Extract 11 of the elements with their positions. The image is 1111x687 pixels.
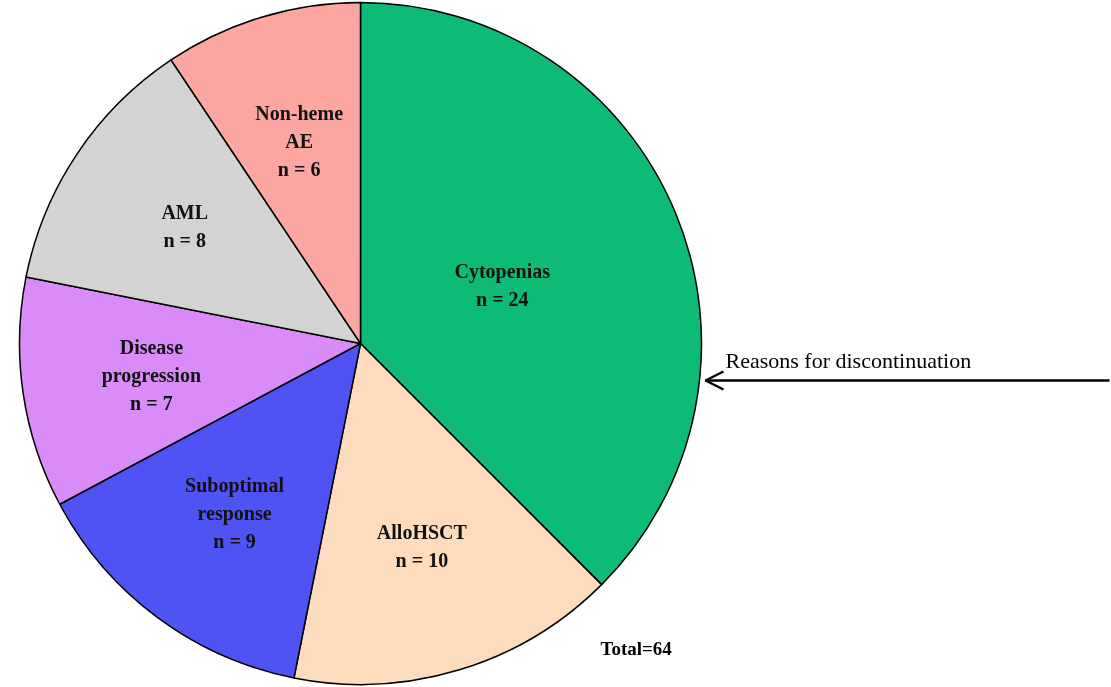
text: Reasons for discontinuation <box>725 347 972 373</box>
slice-label: AlloHSCT <box>376 520 468 543</box>
data-label: n = 7 <box>130 391 173 414</box>
data-label: n = 8 <box>163 229 206 252</box>
data-label: n = 9 <box>213 530 256 553</box>
data-label: n = 6 <box>277 158 321 181</box>
data-label: n = 24 <box>476 287 529 310</box>
slice-label: AML <box>161 201 209 224</box>
text: Total=64 <box>600 638 673 659</box>
slice-label: Cytopenias <box>454 259 551 283</box>
data-label: n = 10 <box>395 548 449 571</box>
